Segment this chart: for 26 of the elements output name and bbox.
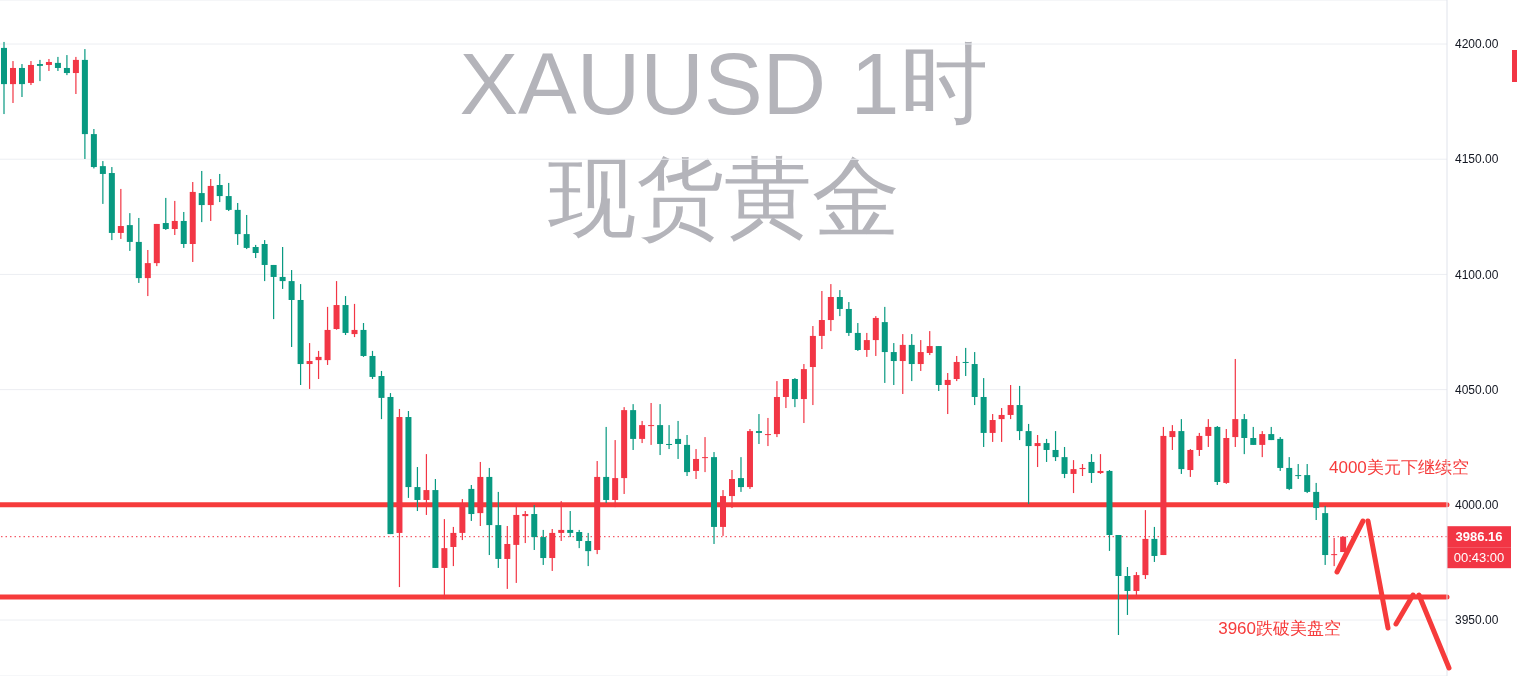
candlestick <box>63 55 70 76</box>
y-tick-label: 4000.00 <box>1455 498 1499 513</box>
y-tick-label: 4200.00 <box>1455 37 1499 52</box>
candlestick <box>36 59 43 82</box>
candlestick <box>9 61 16 103</box>
text: 00:43:00 <box>1453 550 1505 566</box>
candlestick <box>666 425 673 450</box>
candlestick <box>72 56 79 94</box>
y-tick-label: 4050.00 <box>1455 382 1499 397</box>
candlestick <box>675 420 682 459</box>
candlestick <box>755 414 762 444</box>
y-tick-label: 4100.00 <box>1455 267 1499 282</box>
text: 现货黄金 <box>546 148 901 247</box>
ref-line-label: 3986.16 <box>1455 529 1503 545</box>
candlestick <box>702 437 709 473</box>
chart-title: XAUUSD 1时 <box>458 34 989 133</box>
ref-line-label: 3960跌破美盘空 <box>1218 618 1341 638</box>
candlestick <box>764 417 771 447</box>
candlestick <box>657 404 664 456</box>
candlestick <box>737 457 744 492</box>
candlestick <box>45 58 52 71</box>
y-tick-label: 3950.00 <box>1455 613 1499 628</box>
y-tick-label: 4150.00 <box>1455 152 1499 167</box>
candlestick <box>693 449 700 480</box>
ref-line-label: 4000美元下继续空 <box>1329 457 1469 477</box>
candlestick <box>54 56 61 71</box>
